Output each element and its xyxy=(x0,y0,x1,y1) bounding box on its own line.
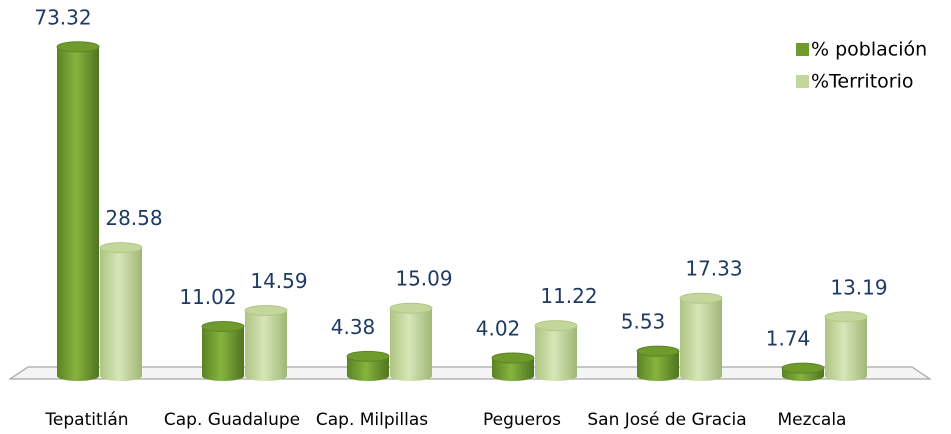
x-tick-label: Pegueros xyxy=(483,410,561,430)
data-label: 73.32 xyxy=(34,5,91,29)
bar-top xyxy=(56,41,100,53)
bar-top xyxy=(389,302,433,314)
bar-top xyxy=(346,350,390,362)
data-label: 1.74 xyxy=(766,327,811,351)
bar xyxy=(680,298,722,376)
data-label: 4.38 xyxy=(331,315,376,339)
data-label: 13.19 xyxy=(830,275,887,299)
data-label: 11.02 xyxy=(179,285,236,309)
bar xyxy=(245,310,287,376)
data-label: 4.02 xyxy=(476,316,521,340)
bar-top xyxy=(679,292,723,304)
bar xyxy=(390,308,432,376)
x-tick-label: Cap. Milpillas xyxy=(316,410,428,430)
bar-top xyxy=(491,352,535,364)
legend-swatch xyxy=(796,75,809,88)
x-tick-label: Tepatitlán xyxy=(44,410,128,430)
bar-top xyxy=(636,345,680,357)
bar xyxy=(825,316,867,376)
x-tick-label: San José de Gracia xyxy=(587,410,746,430)
legend-label: % población xyxy=(811,39,927,61)
data-label: 14.59 xyxy=(250,269,307,293)
x-tick-label: Mezcala xyxy=(778,410,847,430)
bar xyxy=(347,356,389,376)
data-label: 11.22 xyxy=(540,284,597,308)
x-tick-label: Cap. Guadalupe xyxy=(164,410,300,430)
bar xyxy=(100,247,142,376)
data-label: 28.58 xyxy=(105,206,162,230)
data-label: 5.53 xyxy=(621,310,666,334)
legend-swatch xyxy=(796,43,809,56)
data-label: 15.09 xyxy=(395,267,452,291)
bar-top xyxy=(534,320,578,332)
bar-top xyxy=(781,362,825,374)
bar xyxy=(535,325,577,376)
bar-top xyxy=(99,242,143,254)
bar-top xyxy=(824,311,868,323)
bar-top xyxy=(201,321,245,333)
bar xyxy=(202,326,244,376)
bar-top xyxy=(244,304,288,316)
legend-label: %Territorio xyxy=(811,71,913,93)
bar xyxy=(57,46,99,376)
data-label: 17.33 xyxy=(685,257,742,281)
